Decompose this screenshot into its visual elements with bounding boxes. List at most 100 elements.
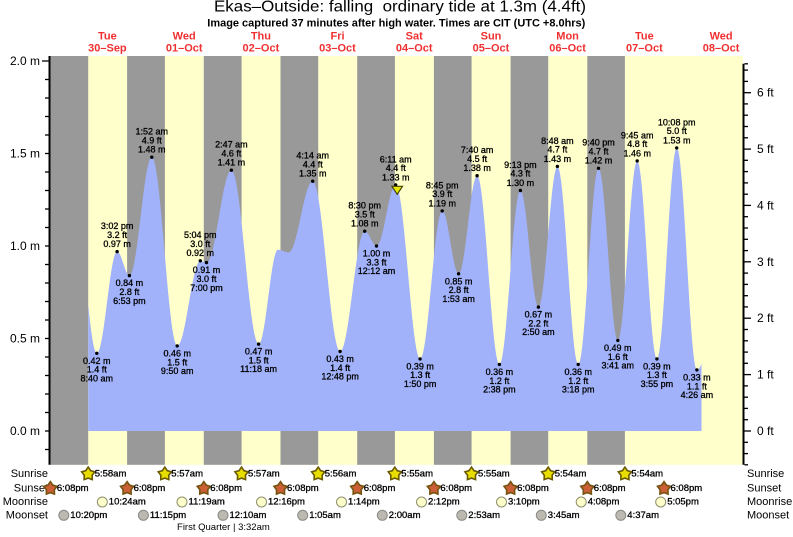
svg-text:2.8 ft: 2.8 ft — [449, 285, 470, 295]
svg-text:1.3 ft: 1.3 ft — [647, 370, 668, 380]
svg-text:5:04 pm: 5:04 pm — [184, 230, 217, 240]
svg-text:3:55 pm: 3:55 pm — [641, 379, 674, 389]
svg-text:0.43 m: 0.43 m — [326, 354, 354, 364]
svg-text:0.0 m: 0.0 m — [10, 424, 40, 438]
svg-text:4.4 ft: 4.4 ft — [386, 163, 407, 173]
svg-text:06–Oct: 06–Oct — [549, 42, 586, 54]
svg-text:5:54am: 5:54am — [631, 469, 663, 480]
svg-text:Mon: Mon — [556, 30, 579, 42]
svg-text:4.5 ft: 4.5 ft — [467, 154, 488, 164]
svg-text:1.2 ft: 1.2 ft — [568, 376, 589, 386]
svg-text:11:15pm: 11:15pm — [150, 510, 186, 521]
svg-text:2.2 ft: 2.2 ft — [528, 318, 549, 328]
svg-text:0.36 m: 0.36 m — [564, 367, 592, 377]
svg-text:2 ft: 2 ft — [757, 311, 774, 325]
svg-text:1.41 m: 1.41 m — [218, 158, 246, 168]
svg-text:1.00 m: 1.00 m — [363, 249, 391, 259]
svg-text:4 ft: 4 ft — [757, 198, 774, 212]
svg-text:4:08pm: 4:08pm — [588, 497, 620, 508]
svg-text:1.4 ft: 1.4 ft — [330, 363, 351, 373]
svg-text:Image captured 37 minutes afte: Image captured 37 minutes after high wat… — [207, 17, 585, 29]
svg-text:1.53 m: 1.53 m — [663, 135, 691, 145]
svg-text:3.3 ft: 3.3 ft — [366, 257, 387, 267]
svg-text:6:08pm: 6:08pm — [671, 483, 703, 494]
svg-text:5:56am: 5:56am — [325, 469, 357, 480]
svg-text:8:30 pm: 8:30 pm — [348, 201, 381, 211]
svg-text:Sunrise: Sunrise — [747, 468, 784, 480]
svg-text:4.6 ft: 4.6 ft — [221, 148, 242, 158]
svg-text:0.47 m: 0.47 m — [245, 347, 273, 357]
svg-text:5.0 ft: 5.0 ft — [667, 126, 688, 136]
svg-text:Tue: Tue — [635, 30, 654, 42]
svg-text:11:19am: 11:19am — [189, 497, 225, 508]
svg-text:Tue: Tue — [98, 30, 117, 42]
svg-text:0.85 m: 0.85 m — [445, 276, 473, 286]
svg-text:2:50 am: 2:50 am — [522, 327, 555, 337]
svg-text:0.91 m: 0.91 m — [193, 265, 221, 275]
svg-text:0.92 m: 0.92 m — [187, 248, 215, 258]
svg-text:03–Oct: 03–Oct — [319, 42, 356, 54]
svg-text:9:13 pm: 9:13 pm — [504, 160, 537, 170]
svg-text:1.5 m: 1.5 m — [10, 147, 40, 161]
svg-text:Moonrise: Moonrise — [747, 496, 792, 508]
svg-text:1.3 ft: 1.3 ft — [410, 370, 431, 380]
svg-text:1:05am: 1:05am — [309, 510, 341, 521]
svg-text:10:24am: 10:24am — [109, 497, 146, 508]
svg-text:12:10am: 12:10am — [230, 510, 267, 521]
svg-text:1.08 m: 1.08 m — [351, 219, 379, 229]
svg-text:1.5 ft: 1.5 ft — [167, 357, 188, 367]
svg-text:12:12 am: 12:12 am — [358, 266, 396, 276]
svg-text:6:08pm: 6:08pm — [517, 483, 549, 494]
svg-text:0.42 m: 0.42 m — [83, 356, 111, 366]
svg-text:1.43 m: 1.43 m — [544, 154, 572, 164]
svg-text:0.39 m: 0.39 m — [643, 362, 671, 372]
svg-text:Wed: Wed — [173, 30, 196, 42]
svg-text:02–Oct: 02–Oct — [243, 42, 280, 54]
svg-text:3.2 ft: 3.2 ft — [107, 230, 128, 240]
svg-text:1.1 ft: 1.1 ft — [687, 381, 708, 391]
svg-text:0.33 m: 0.33 m — [683, 373, 711, 383]
svg-text:9:40 pm: 9:40 pm — [582, 138, 615, 148]
svg-text:5 ft: 5 ft — [757, 142, 774, 156]
svg-text:6:08pm: 6:08pm — [210, 483, 242, 494]
svg-text:2:38 pm: 2:38 pm — [483, 385, 516, 395]
svg-text:3:18 pm: 3:18 pm — [562, 385, 595, 395]
svg-text:10:20pm: 10:20pm — [70, 510, 107, 521]
svg-text:9:45 am: 9:45 am — [621, 130, 654, 140]
svg-text:07–Oct: 07–Oct — [626, 42, 663, 54]
svg-text:1.35 m: 1.35 m — [299, 169, 327, 179]
svg-text:30–Sep: 30–Sep — [88, 42, 127, 54]
svg-text:6:08pm: 6:08pm — [594, 483, 626, 494]
svg-text:8:40 am: 8:40 am — [81, 374, 114, 384]
svg-text:Thu: Thu — [251, 30, 271, 42]
svg-text:0.49 m: 0.49 m — [604, 343, 632, 353]
svg-text:5:54am: 5:54am — [555, 469, 587, 480]
svg-text:05–Oct: 05–Oct — [473, 42, 510, 54]
svg-text:1:14pm: 1:14pm — [348, 497, 380, 508]
svg-text:1.30 m: 1.30 m — [507, 178, 535, 188]
svg-text:2.0 m: 2.0 m — [10, 54, 40, 68]
svg-text:1 ft: 1 ft — [757, 368, 774, 382]
svg-text:5:55am: 5:55am — [478, 469, 510, 480]
svg-text:3.9 ft: 3.9 ft — [432, 189, 453, 199]
svg-text:0.39 m: 0.39 m — [406, 362, 434, 372]
svg-text:6:53 pm: 6:53 pm — [113, 296, 146, 306]
svg-text:2:47 am: 2:47 am — [215, 140, 248, 150]
svg-text:6:08pm: 6:08pm — [440, 483, 472, 494]
svg-text:6:08pm: 6:08pm — [364, 483, 396, 494]
svg-text:0.67 m: 0.67 m — [525, 310, 553, 320]
svg-text:2:00am: 2:00am — [389, 510, 421, 521]
svg-text:1.42 m: 1.42 m — [585, 156, 613, 166]
svg-text:5:57am: 5:57am — [171, 469, 203, 480]
svg-text:3:41 am: 3:41 am — [602, 361, 635, 371]
svg-text:Wed: Wed — [710, 30, 733, 42]
svg-text:6:11 am: 6:11 am — [380, 154, 412, 164]
svg-text:4:14 am: 4:14 am — [296, 151, 329, 161]
svg-text:7:40 am: 7:40 am — [461, 145, 494, 155]
svg-text:1.6 ft: 1.6 ft — [608, 352, 629, 362]
svg-text:1.2 ft: 1.2 ft — [489, 376, 510, 386]
svg-text:6:08pm: 6:08pm — [57, 483, 89, 494]
svg-text:1.38 m: 1.38 m — [463, 163, 491, 173]
svg-text:08–Oct: 08–Oct — [703, 42, 740, 54]
svg-text:2:53am: 2:53am — [468, 510, 500, 521]
